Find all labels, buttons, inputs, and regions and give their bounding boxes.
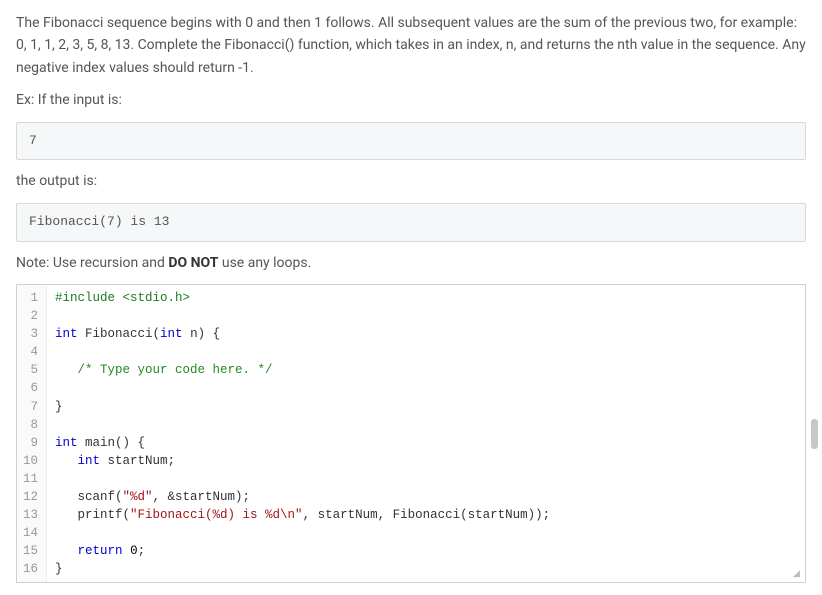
- line-number: 15: [23, 542, 38, 560]
- note-suffix: use any loops.: [218, 255, 311, 271]
- line-number-gutter: 12345678910111213141516: [17, 285, 47, 583]
- code-line[interactable]: #include <stdio.h>: [55, 289, 797, 307]
- code-line[interactable]: [55, 379, 797, 397]
- code-line[interactable]: [55, 343, 797, 361]
- code-line[interactable]: printf("Fibonacci(%d) is %d\n", startNum…: [55, 506, 797, 524]
- code-line[interactable]: int main() {: [55, 434, 797, 452]
- line-number: 3: [23, 325, 38, 343]
- code-line[interactable]: }: [55, 398, 797, 416]
- output-intro: the output is:: [16, 170, 806, 192]
- line-number: 2: [23, 307, 38, 325]
- line-number: 8: [23, 416, 38, 434]
- code-line[interactable]: }: [55, 560, 797, 578]
- code-line[interactable]: [55, 416, 797, 434]
- code-line[interactable]: int Fibonacci(int n) {: [55, 325, 797, 343]
- code-content[interactable]: #include <stdio.h> int Fibonacci(int n) …: [47, 285, 805, 583]
- line-number: 7: [23, 398, 38, 416]
- code-editor[interactable]: 12345678910111213141516 #include <stdio.…: [16, 284, 806, 584]
- line-number: 14: [23, 524, 38, 542]
- code-line[interactable]: [55, 524, 797, 542]
- code-line[interactable]: return 0;: [55, 542, 797, 560]
- scrollbar-thumb[interactable]: [811, 419, 818, 449]
- note-text: Note: Use recursion and DO NOT use any l…: [16, 252, 806, 274]
- line-number: 10: [23, 452, 38, 470]
- line-number: 13: [23, 506, 38, 524]
- note-prefix: Note: Use recursion and: [16, 255, 168, 271]
- code-line[interactable]: int startNum;: [55, 452, 797, 470]
- line-number: 1: [23, 289, 38, 307]
- line-number: 16: [23, 560, 38, 578]
- line-number: 9: [23, 434, 38, 452]
- code-line[interactable]: [55, 307, 797, 325]
- example-input-box: 7: [16, 122, 806, 161]
- note-bold: DO NOT: [168, 255, 218, 271]
- code-line[interactable]: /* Type your code here. */: [55, 361, 797, 379]
- line-number: 4: [23, 343, 38, 361]
- code-line[interactable]: scanf("%d", &startNum);: [55, 488, 797, 506]
- line-number: 5: [23, 361, 38, 379]
- code-line[interactable]: [55, 470, 797, 488]
- problem-description: The Fibonacci sequence begins with 0 and…: [16, 12, 806, 274]
- line-number: 12: [23, 488, 38, 506]
- example-output-box: Fibonacci(7) is 13: [16, 203, 806, 242]
- problem-text: The Fibonacci sequence begins with 0 and…: [16, 12, 806, 79]
- line-number: 6: [23, 379, 38, 397]
- example-intro: Ex: If the input is:: [16, 89, 806, 111]
- line-number: 11: [23, 470, 38, 488]
